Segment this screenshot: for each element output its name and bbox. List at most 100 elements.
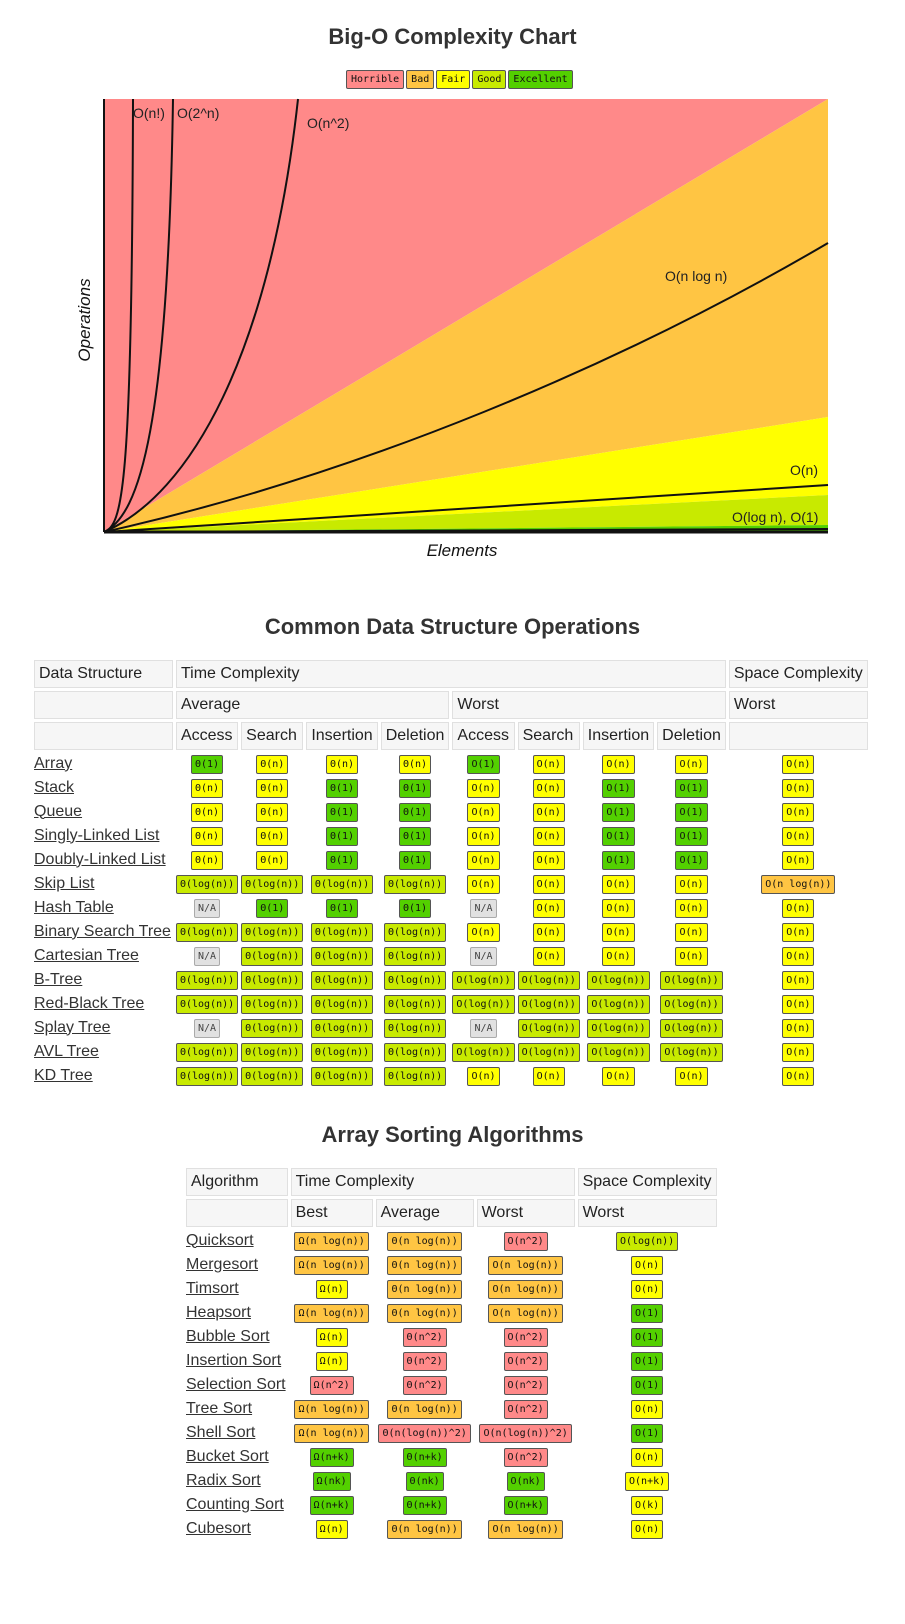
complexity-cell: O(log(n)): [517, 969, 580, 990]
legend-item-bad: Bad: [406, 70, 435, 89]
complexity-badge: O(n): [467, 850, 500, 870]
complexity-cell: Θ(n): [381, 753, 450, 774]
complexity-cell: Θ(1): [381, 825, 450, 846]
table-row: Stack Θ(n) Θ(n) Θ(1) Θ(1) O(n) O(n) O(1) O(1) O(n…: [34, 777, 868, 798]
data-structure-link[interactable]: Stack: [34, 778, 75, 796]
data-structure-link[interactable]: Queue: [34, 802, 83, 820]
complexity-cell: O(n): [729, 1041, 868, 1062]
complexity-badge: O(log(n)): [517, 994, 580, 1014]
data-structure-link[interactable]: Array: [34, 754, 73, 772]
complexity-badge: O(n): [782, 826, 815, 846]
complexity-cell: O(log(n)): [657, 993, 726, 1014]
complexity-badge: N/A: [470, 898, 497, 918]
data-structure-link[interactable]: Binary Search Tree: [34, 922, 171, 940]
complexity-badge: O(n+k): [625, 1471, 670, 1491]
complexity-badge: Θ(log(n)): [241, 1066, 304, 1086]
complexity-cell: O(n^2): [477, 1350, 575, 1371]
algorithm-link[interactable]: Bucket Sort: [186, 1447, 269, 1465]
complexity-cell: Θ(log(n)): [381, 945, 450, 966]
algorithm-link[interactable]: Insertion Sort: [186, 1351, 282, 1369]
algorithm-link[interactable]: Selection Sort: [186, 1375, 286, 1393]
complexity-cell: Ω(n log(n)): [291, 1230, 373, 1251]
algorithm-link[interactable]: Timsort: [186, 1279, 239, 1297]
complexity-badge: O(n): [675, 874, 708, 894]
complexity-cell: Θ(n^2): [376, 1374, 474, 1395]
curve-nlogn: [103, 242, 829, 533]
complexity-cell: O(n): [518, 897, 580, 918]
data-structure-link[interactable]: B-Tree: [34, 970, 83, 988]
complexity-badge: Θ(log(n)): [175, 994, 239, 1014]
algorithm-link[interactable]: Tree Sort: [186, 1399, 253, 1417]
complexity-cell: Ω(n): [291, 1350, 373, 1371]
algorithm-link[interactable]: Mergesort: [186, 1255, 259, 1273]
header-space-worst: Worst: [728, 691, 868, 719]
complexity-cell: Ω(n): [291, 1278, 373, 1299]
complexity-badge: O(1): [631, 1375, 664, 1395]
table-row: Counting Sort Ω(n+k) Θ(n+k) O(n+k) O(k): [186, 1494, 717, 1515]
data-structure-link[interactable]: KD Tree: [34, 1066, 93, 1084]
complexity-badge: Ω(n log(n)): [294, 1399, 369, 1419]
complexity-cell: O(log(n)): [657, 1017, 726, 1038]
complexity-badge: Θ(log(n)): [175, 1042, 239, 1062]
complexity-cell: Θ(log(n)): [381, 993, 450, 1014]
complexity-badge: Θ(log(n)): [241, 874, 304, 894]
data-structure-link[interactable]: Doubly-Linked List: [34, 850, 166, 868]
data-structure-link[interactable]: Red-Black Tree: [34, 994, 145, 1012]
complexity-cell: O(n): [583, 873, 654, 894]
algorithm-link[interactable]: Quicksort: [186, 1231, 254, 1249]
complexity-cell: Θ(n log(n)): [376, 1230, 474, 1251]
data-structure-table: Data Structure Time Complexity Space Com…: [31, 657, 871, 1089]
complexity-cell: O(n): [452, 825, 514, 846]
complexity-badge: O(n): [782, 970, 815, 990]
complexity-badge: N/A: [470, 946, 497, 966]
complexity-cell: O(n): [657, 897, 726, 918]
complexity-badge: O(n^2): [503, 1375, 548, 1395]
table-row: Doubly-Linked List Θ(n) Θ(n) Θ(1) Θ(1) O(n) O(…: [34, 849, 868, 870]
complexity-cell: O(n): [578, 1254, 717, 1275]
algorithm-link[interactable]: Shell Sort: [186, 1423, 256, 1441]
complexity-badge: Ω(n): [315, 1279, 348, 1299]
complexity-cell: Θ(log(n)): [175, 921, 239, 942]
header-average: Average: [375, 1199, 474, 1227]
algorithm-link[interactable]: Radix Sort: [186, 1471, 261, 1489]
complexity-cell: Θ(log(n)): [306, 945, 377, 966]
complexity-badge: Θ(log(n)): [241, 970, 304, 990]
complexity-cell: Ω(n log(n)): [291, 1422, 373, 1443]
complexity-badge: O(1): [602, 826, 635, 846]
complexity-badge: N/A: [470, 1018, 497, 1038]
header-time-complexity: Time Complexity: [290, 1168, 575, 1196]
complexity-badge: Θ(log(n)): [310, 994, 374, 1014]
complexity-cell: O(1): [583, 777, 654, 798]
complexity-cell: Θ(n(log(n))^2): [376, 1422, 474, 1443]
data-structure-link[interactable]: Splay Tree: [34, 1018, 111, 1036]
table-row: Array Θ(1) Θ(n) Θ(n) Θ(n) O(1) O(n) O(n) O(n) O(n…: [34, 753, 868, 774]
complexity-badge: O(n): [602, 898, 635, 918]
complexity-badge: Θ(log(n)): [241, 1018, 304, 1038]
label-linear: O(n): [790, 462, 818, 478]
algorithm-link[interactable]: Cubesort: [186, 1519, 251, 1537]
complexity-badge: Θ(nk): [405, 1471, 444, 1491]
data-structure-link[interactable]: AVL Tree: [34, 1042, 99, 1060]
complexity-cell: O(log(n)): [452, 969, 515, 990]
algorithm-link[interactable]: Heapsort: [186, 1303, 251, 1321]
header-op-deletion: Deletion: [380, 722, 450, 750]
complexity-badge: Θ(n^2): [402, 1375, 447, 1395]
data-structure-link[interactable]: Cartesian Tree: [34, 946, 139, 964]
complexity-cell: O(1): [578, 1350, 717, 1371]
complexity-cell: N/A: [452, 1017, 514, 1038]
data-structure-link[interactable]: Skip List: [34, 874, 95, 892]
complexity-cell: O(log(n)): [583, 993, 654, 1014]
complexity-cell: Θ(log(n)): [306, 921, 377, 942]
algorithm-link[interactable]: Bubble Sort: [186, 1327, 270, 1345]
complexity-cell: O(n): [518, 1065, 580, 1086]
header-blank: [34, 722, 173, 750]
complexity-badge: Θ(n): [256, 754, 289, 774]
complexity-badge: O(log(n)): [660, 1042, 723, 1062]
complexity-badge: Θ(log(n)): [310, 922, 374, 942]
complexity-cell: O(n): [578, 1446, 717, 1467]
algorithm-link[interactable]: Counting Sort: [186, 1495, 284, 1513]
data-structure-link[interactable]: Hash Table: [34, 898, 114, 916]
complexity-cell: O(n): [518, 945, 580, 966]
data-structure-link[interactable]: Singly-Linked List: [34, 826, 160, 844]
complexity-badge: Θ(log(n)): [383, 1042, 447, 1062]
